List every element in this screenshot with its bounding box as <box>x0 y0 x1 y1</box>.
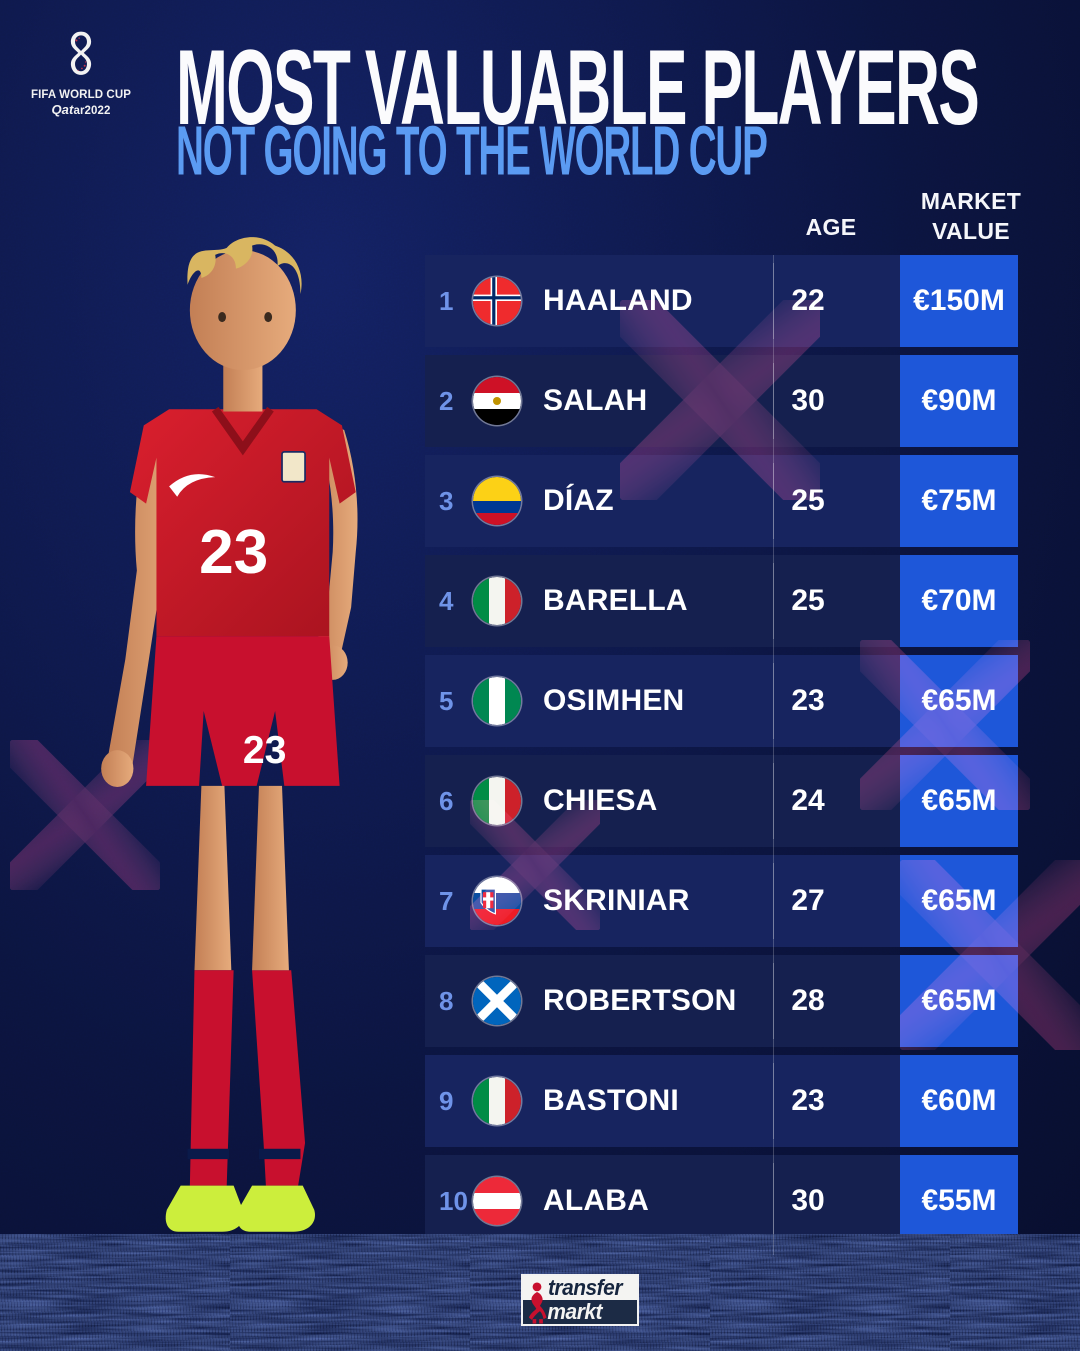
svg-text:23: 23 <box>243 729 287 772</box>
svg-text:23: 23 <box>199 518 268 587</box>
